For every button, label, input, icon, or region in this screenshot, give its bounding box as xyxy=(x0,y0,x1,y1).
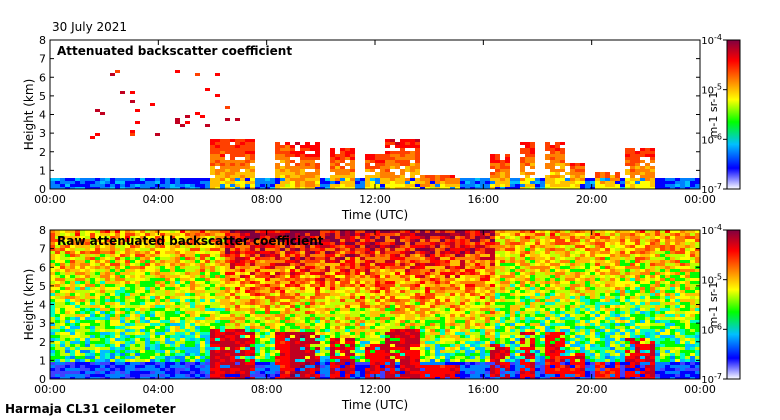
colorbar-tick-label: 10-7 xyxy=(701,182,722,196)
heatmap-cells-attenuated xyxy=(50,40,700,189)
x-tick-label: 00:00 xyxy=(34,193,66,206)
x-tick-label: 08:00 xyxy=(251,383,283,396)
x-tick-label: 00:00 xyxy=(684,193,716,206)
y-tick-label: 8 xyxy=(39,224,46,237)
x-tick-label: 08:00 xyxy=(251,193,283,206)
y-tick-label: 7 xyxy=(39,243,46,256)
y-tick-label: 2 xyxy=(39,336,46,349)
x-axis-label: Time (UTC) xyxy=(341,208,408,222)
x-tick-label: 20:00 xyxy=(576,193,608,206)
y-tick-label: 3 xyxy=(39,127,46,140)
colorbar-tick-label: 10-4 xyxy=(701,223,722,237)
y-axis-label: Height (km) xyxy=(22,269,36,340)
y-tick-label: 1 xyxy=(39,164,46,177)
colorbar-label: m-1 sr-1 xyxy=(707,92,720,138)
y-tick-label: 6 xyxy=(39,261,46,274)
colorbar-label: m-1 sr-1 xyxy=(707,282,720,328)
colorbar-tick-label: 10-4 xyxy=(701,33,722,47)
x-tick-label: 16:00 xyxy=(467,193,499,206)
colorbar xyxy=(726,39,741,190)
x-tick-label: 04:00 xyxy=(142,193,174,206)
footer-source: Harmaja CL31 ceilometer xyxy=(5,402,176,416)
x-tick-label: 00:00 xyxy=(34,383,66,396)
x-tick-label: 12:00 xyxy=(359,383,391,396)
colorbar xyxy=(726,229,741,380)
panel-title: Raw attenuated backscatter coefficient xyxy=(57,234,324,248)
colorbar-tick-label: 10-6 xyxy=(701,322,722,336)
x-tick-label: 16:00 xyxy=(467,383,499,396)
panel-title: Attenuated backscatter coefficient xyxy=(57,44,292,58)
page-title: 30 July 2021 xyxy=(52,20,128,34)
colorbar-tick-label: 10-5 xyxy=(701,83,722,97)
x-tick-label: 04:00 xyxy=(142,383,174,396)
x-tick-label: 12:00 xyxy=(359,193,391,206)
y-tick-label: 4 xyxy=(39,109,46,122)
colorbar-tick-label: 10-6 xyxy=(701,132,722,146)
y-tick-label: 6 xyxy=(39,71,46,84)
y-tick-label: 0 xyxy=(39,373,46,386)
y-tick-label: 1 xyxy=(39,354,46,367)
y-axis-label: Height (km) xyxy=(22,79,36,150)
y-tick-label: 5 xyxy=(39,90,46,103)
y-tick-label: 8 xyxy=(39,34,46,47)
y-tick-label: 4 xyxy=(39,299,46,312)
y-tick-label: 2 xyxy=(39,146,46,159)
y-tick-label: 7 xyxy=(39,53,46,66)
heatmap-cells-raw xyxy=(50,230,700,379)
y-tick-label: 3 xyxy=(39,317,46,330)
y-tick-label: 0 xyxy=(39,183,46,196)
colorbar-tick-label: 10-5 xyxy=(701,273,722,287)
y-tick-label: 5 xyxy=(39,280,46,293)
x-tick-label: 20:00 xyxy=(576,383,608,396)
colorbar-tick-label: 10-7 xyxy=(701,372,722,386)
x-axis-label: Time (UTC) xyxy=(341,398,408,412)
x-tick-label: 00:00 xyxy=(684,383,716,396)
